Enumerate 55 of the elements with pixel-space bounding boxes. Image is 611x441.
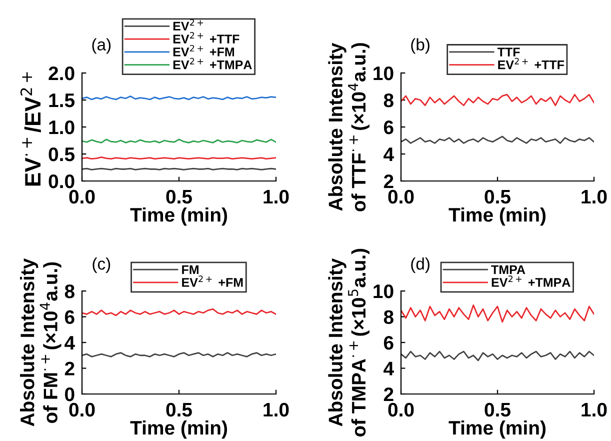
- legend-label: TTF: [497, 48, 520, 56]
- y-tick-label: 6: [384, 120, 394, 134]
- y-tick-label: 1.0: [49, 120, 74, 134]
- y-tick-label: 0.0: [48, 174, 74, 188]
- legend-label: EV$^{2+}$ +FM: [173, 44, 234, 56]
- y-tick-label: 2: [384, 174, 394, 188]
- line-series: [401, 304, 594, 323]
- y-tick-label: 4: [384, 148, 394, 162]
- legend-label: EV$^{2+}$ +TTF: [498, 58, 564, 70]
- legend-label: EV$^{2+}$ +TTF: [173, 32, 240, 44]
- legend-label: EV$^{2+}$ +FM: [182, 275, 243, 287]
- y-tick-label: 8: [64, 284, 74, 298]
- y-tick-label: 2.0: [48, 66, 74, 80]
- x-tick-label: 1.0: [582, 402, 607, 417]
- x-axis-title: Time (min): [130, 207, 228, 226]
- x-tick-label: 1.0: [264, 190, 289, 204]
- x-axis-title: Time (min): [448, 207, 546, 226]
- line-series: [82, 308, 276, 316]
- y-tick-label: 0.5: [48, 147, 75, 162]
- legend-label: EV$^{2+}$ +TMPA: [173, 58, 252, 70]
- y-tick-label: 4: [64, 336, 75, 350]
- y-tick-label: 8: [384, 310, 394, 324]
- x-tick-label: 1.0: [582, 190, 607, 204]
- y-tick-label: 4: [384, 362, 394, 376]
- x-tick-label: 0.5: [166, 190, 192, 204]
- x-tick-label: 0.5: [484, 402, 510, 417]
- line-series: [401, 136, 594, 144]
- y-axis-title: EV$^{·+}$/EV$^{2+}$: [20, 72, 41, 186]
- y-axis-title: Absolute Intensity of TTF$^{·+}$(×10$^{4}$a.u.): [328, 42, 370, 212]
- y-tick-label: 10: [374, 66, 394, 80]
- x-axis-title: Time (min): [130, 420, 228, 439]
- legend-label: TMPA: [491, 265, 526, 274]
- y-tick-label: 2: [64, 362, 74, 376]
- y-tick-label: 1.5: [49, 94, 75, 108]
- x-tick-label: 1.0: [264, 402, 289, 417]
- chart-title: (d): [411, 257, 430, 274]
- y-axis-title: Absolute Intensity of TMPA$^{·+}$(×10$^{5}$a.u.): [328, 248, 370, 437]
- y-tick-label: 10: [374, 284, 394, 298]
- x-axis-title: Time (min): [448, 420, 546, 439]
- chart-title: (b): [411, 38, 430, 54]
- x-tick-label: 0.5: [484, 190, 510, 204]
- chart-title: (a): [92, 38, 111, 54]
- legend-label: EV$^{2+}$: [173, 19, 204, 30]
- legend-label: FM: [182, 265, 198, 274]
- y-tick-label: 8: [384, 93, 394, 108]
- chart-title: (c): [92, 257, 110, 274]
- legend-label: EV$^{2+}$ +TMPA: [492, 275, 570, 287]
- y-axis-title: Absolute Intensity of FM$^{·+}$(×10$^{4}$a.u.): [20, 258, 62, 426]
- y-tick-label: 6: [64, 310, 74, 324]
- y-tick-label: 2: [384, 387, 394, 402]
- x-tick-label: 0.5: [166, 402, 192, 417]
- y-tick-label: 0: [65, 387, 74, 402]
- y-tick-label: 6: [384, 336, 394, 350]
- line-series: [401, 350, 594, 362]
- line-series: [401, 94, 594, 106]
